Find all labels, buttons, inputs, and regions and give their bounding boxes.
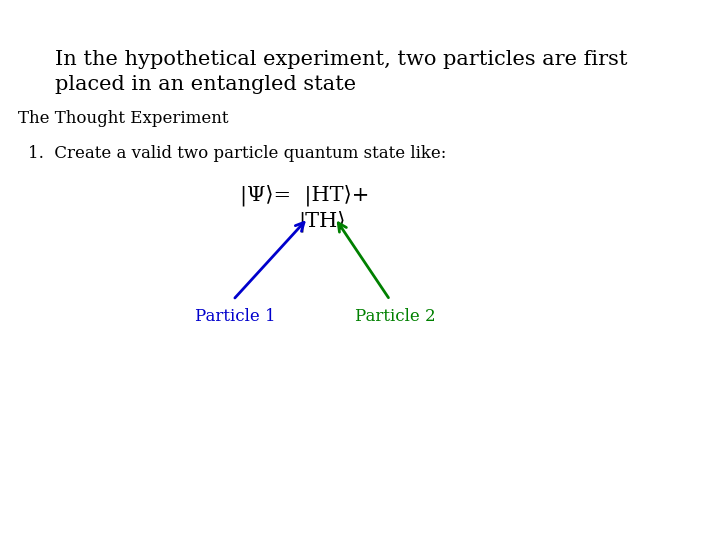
Text: |TH⟩: |TH⟩ xyxy=(298,210,346,232)
Text: In the hypothetical experiment, two particles are first: In the hypothetical experiment, two part… xyxy=(55,50,628,69)
Text: The Thought Experiment: The Thought Experiment xyxy=(18,110,228,127)
Text: Particle 2: Particle 2 xyxy=(355,308,436,325)
Text: Particle 1: Particle 1 xyxy=(195,308,276,325)
Text: placed in an entangled state: placed in an entangled state xyxy=(55,75,356,94)
Text: 1.  Create a valid two particle quantum state like:: 1. Create a valid two particle quantum s… xyxy=(28,145,446,162)
Text: |Ψ⟩=  |HT⟩+: |Ψ⟩= |HT⟩+ xyxy=(240,185,369,206)
